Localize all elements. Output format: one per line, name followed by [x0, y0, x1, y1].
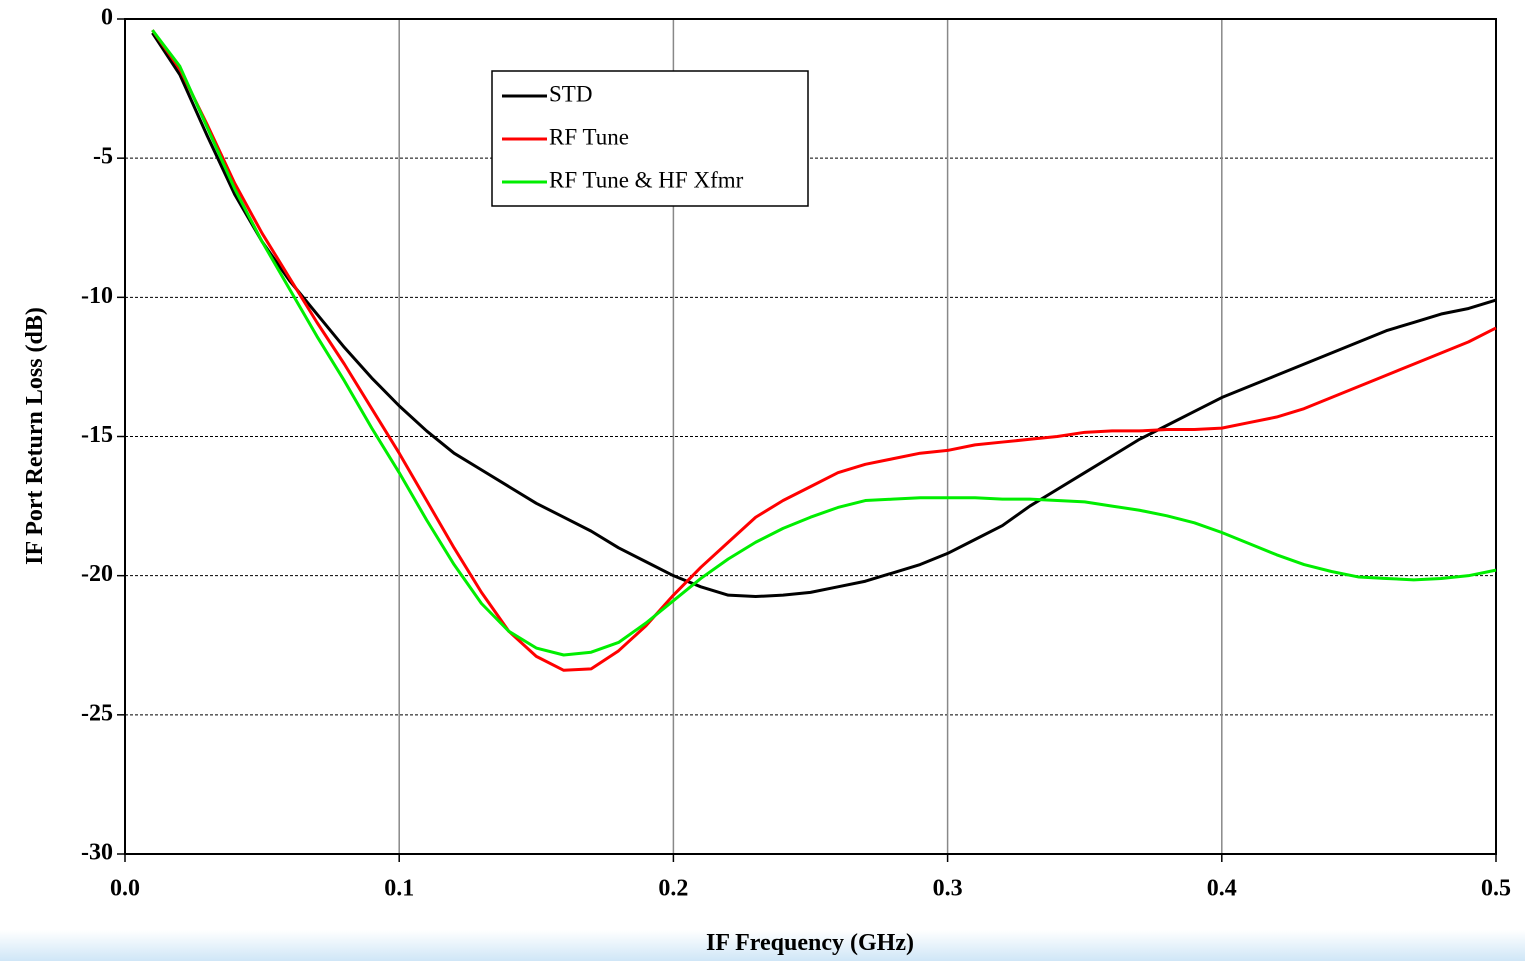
background-strip [0, 930, 1525, 961]
x-tick-label: 0.1 [384, 876, 414, 902]
y-tick-label: -30 [81, 840, 113, 866]
legend-label: RF Tune & HF Xfmr [549, 167, 744, 192]
x-tick-label: 0.0 [110, 876, 140, 902]
y-tick-label: -25 [81, 700, 113, 726]
y-tick-label: 0 [101, 5, 113, 31]
x-axis-label: IF Frequency (GHz) [706, 930, 914, 956]
y-tick-label: -5 [93, 144, 113, 170]
x-tick-label: 0.3 [933, 876, 963, 902]
y-tick-label: -20 [81, 561, 113, 587]
y-axis-label: IF Port Return Loss (dB) [22, 307, 48, 565]
series-line [151, 29, 1497, 672]
plot-frame [124, 18, 1497, 855]
series-line [151, 32, 1497, 599]
legend-label: RF Tune [549, 124, 629, 149]
legend-label: STD [549, 81, 592, 106]
series-line [151, 29, 1497, 657]
x-tick-label: 0.4 [1207, 876, 1237, 902]
y-tick-label: -10 [81, 283, 113, 309]
y-tick-label: -15 [81, 422, 113, 448]
x-tick-label: 0.2 [658, 876, 688, 902]
x-tick-label: 0.5 [1481, 876, 1511, 902]
